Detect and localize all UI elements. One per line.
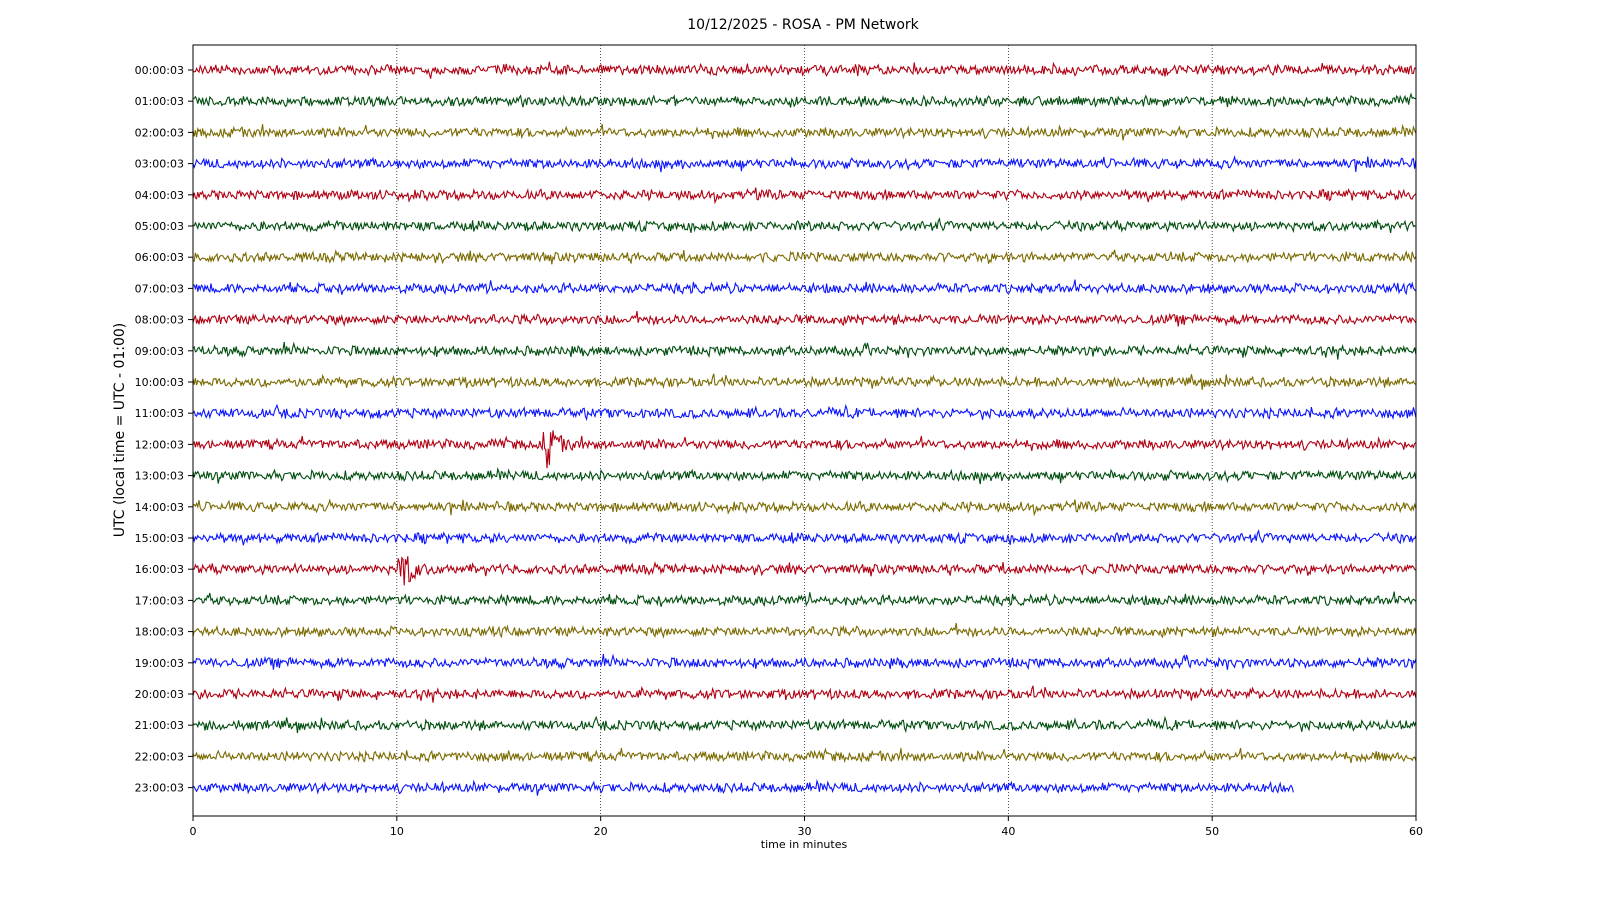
trace-line (192, 622, 1417, 639)
y-tick-label: 02:00:03 (135, 126, 184, 139)
trace-line (192, 248, 1417, 265)
x-tick-label: 50 (1205, 825, 1219, 838)
trace-line (192, 217, 1417, 234)
x-tick-label: 40 (1001, 825, 1015, 838)
y-tick-label: 12:00:03 (135, 438, 184, 451)
trace-line (192, 310, 1417, 327)
trace-line (192, 685, 1417, 703)
trace-line (192, 529, 1417, 546)
trace-line (192, 715, 1417, 734)
y-tick-label: 00:00:03 (135, 64, 184, 77)
plot-frame (192, 44, 1417, 817)
x-tick-label: 0 (190, 825, 197, 838)
trace-line (192, 498, 1417, 517)
x-tick-label: 30 (798, 825, 812, 838)
y-tick-label: 22:00:03 (135, 750, 184, 763)
trace-line (192, 466, 1417, 485)
y-tick-label: 13:00:03 (135, 470, 184, 483)
trace-line (192, 61, 1416, 79)
y-axis-label: UTC (local time = UTC - 01:00) (112, 323, 128, 538)
y-tick-label: 09:00:03 (135, 345, 184, 358)
y-tick-label: 18:00:03 (135, 626, 184, 639)
y-tick-label: 15:00:03 (135, 532, 184, 545)
trace-line (192, 279, 1417, 296)
trace-line (192, 341, 1417, 360)
trace-line (192, 653, 1417, 671)
x-axis: 0 10 20 30 40 50 60 (190, 816, 1423, 838)
x-tick-label: 20 (594, 825, 608, 838)
grid-lines (396, 45, 1213, 816)
trace-line (192, 747, 1417, 764)
y-tick-label: 08:00:03 (135, 314, 184, 327)
trace-line (192, 92, 1416, 108)
y-tick-label: 01:00:03 (135, 95, 184, 108)
y-tick-label: 06:00:03 (135, 251, 184, 264)
y-tick-label: 05:00:03 (135, 220, 184, 233)
y-tick-label: 23:00:03 (135, 782, 184, 795)
trace-line (192, 430, 1417, 469)
x-tick-label: 10 (390, 825, 404, 838)
chart-title: 10/12/2025 - ROSA - PM Network (687, 17, 919, 33)
y-tick-label: 17:00:03 (135, 594, 184, 607)
y-tick-label: 21:00:03 (135, 719, 184, 732)
trace-line (192, 556, 1417, 586)
trace-line (192, 373, 1417, 390)
trace-line (192, 123, 1417, 141)
trace-line (192, 187, 1417, 205)
y-tick-label: 07:00:03 (135, 282, 184, 295)
y-tick-label: 03:00:03 (135, 158, 184, 171)
trace-line (192, 155, 1417, 173)
y-tick-label: 20:00:03 (135, 688, 184, 701)
y-tick-label: 19:00:03 (135, 657, 184, 670)
trace-line (192, 778, 1294, 796)
y-axis: 00:00:03 01:00:03 02:00:03 03:00:03 04:00:03… (135, 64, 193, 795)
y-tick-label: 10:00:03 (135, 376, 184, 389)
traces (192, 61, 1417, 796)
y-tick-label: 16:00:03 (135, 563, 184, 576)
trace-line (192, 591, 1417, 608)
x-axis-label: time in minutes (761, 838, 848, 851)
trace-line (192, 403, 1417, 422)
y-tick-label: 04:00:03 (135, 189, 184, 202)
x-tick-label: 60 (1409, 825, 1423, 838)
y-tick-label: 11:00:03 (135, 407, 184, 420)
y-tick-label: 14:00:03 (135, 501, 184, 514)
